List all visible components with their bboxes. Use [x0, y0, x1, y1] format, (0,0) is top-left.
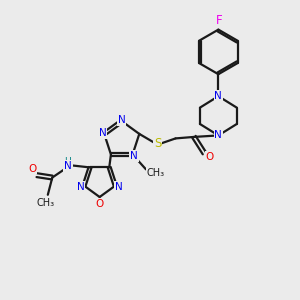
Text: CH₃: CH₃: [36, 198, 55, 208]
Text: O: O: [28, 164, 37, 174]
Text: F: F: [216, 14, 222, 27]
Text: N: N: [76, 182, 84, 192]
Text: N: N: [214, 91, 222, 101]
Text: N: N: [214, 130, 222, 140]
Text: N: N: [99, 128, 106, 138]
Text: H: H: [64, 157, 70, 166]
Text: O: O: [206, 152, 214, 162]
Text: N: N: [115, 182, 123, 192]
Text: N: N: [118, 115, 126, 125]
Text: CH₃: CH₃: [146, 168, 164, 178]
Text: N: N: [130, 151, 138, 161]
Text: N: N: [64, 161, 72, 171]
Text: S: S: [154, 137, 161, 150]
Text: O: O: [95, 199, 104, 208]
